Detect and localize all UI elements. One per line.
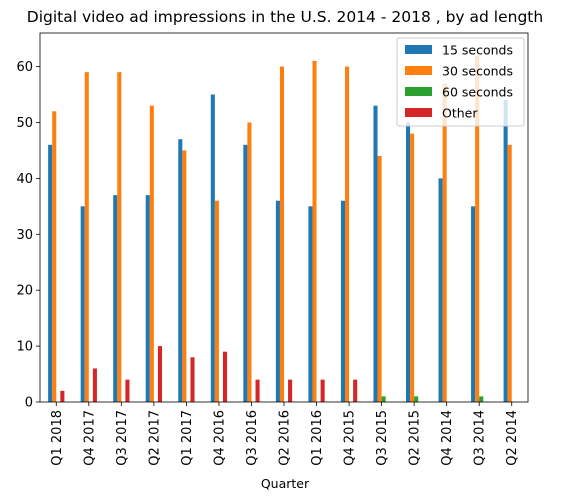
bar-30-seconds-q2-2014	[507, 144, 512, 402]
x-tick-label: Q4 2017	[82, 410, 97, 466]
legend-label: 30 seconds	[442, 64, 513, 79]
legend-label: 60 seconds	[442, 85, 513, 100]
bar-other-q1-2018	[60, 390, 65, 402]
bar-other-q3-2017	[125, 379, 130, 402]
bar-30-seconds-q3-2017	[117, 72, 122, 402]
x-tick-label: Q2 2014	[505, 410, 520, 466]
legend-label: Other	[442, 106, 478, 121]
bar-30-seconds-q3-2014	[475, 55, 480, 403]
legend: 15 seconds 30 seconds 60 seconds Other	[396, 37, 525, 127]
bar-15-seconds-q2-2017	[145, 195, 150, 402]
x-tick-label: Q1 2018	[50, 410, 65, 466]
bar-15-seconds-q1-2018	[48, 144, 53, 402]
chart-title: Digital video ad impressions in the U.S.…	[27, 8, 543, 26]
bar-30-seconds-q3-2016	[247, 122, 252, 402]
bar-other-q3-2016	[255, 379, 260, 402]
x-tick-label: Q4 2016	[212, 410, 227, 466]
bar-15-seconds-q3-2014	[471, 206, 476, 402]
x-tick-label: Q3 2015	[375, 410, 390, 466]
y-tick-label: 30	[16, 228, 33, 243]
bar-30-seconds-q1-2016	[312, 60, 317, 402]
bar-other-q2-2017	[157, 346, 162, 402]
legend-swatch	[405, 87, 432, 96]
bar-30-seconds-q2-2015	[410, 133, 415, 402]
y-tick-label: 40	[16, 172, 33, 187]
bar-other-q1-2016	[320, 379, 325, 402]
legend-swatch	[405, 66, 432, 75]
x-tick-label: Q3 2014	[473, 410, 488, 466]
bar-30-seconds-q1-2017	[182, 150, 187, 402]
bar-15-seconds-q3-2016	[243, 144, 248, 402]
bar-60-seconds-q3-2015	[381, 396, 386, 402]
bar-60-seconds-q2-2015	[414, 396, 419, 402]
y-tick-label: 10	[16, 340, 33, 355]
bar-15-seconds-q2-2016	[275, 200, 280, 402]
bar-30-seconds-q3-2015	[377, 156, 382, 402]
bar-30-seconds-q2-2016	[279, 66, 284, 403]
bar-15-seconds-q2-2014	[503, 100, 508, 402]
legend-swatch	[405, 108, 432, 117]
bar-30-seconds-q1-2018	[52, 111, 57, 403]
bar-other-q1-2017	[190, 357, 195, 402]
x-tick-label: Q2 2017	[147, 410, 162, 466]
x-axis-label: Quarter	[261, 476, 310, 491]
x-tick-label: Q2 2015	[408, 410, 423, 466]
bar-30-seconds-q4-2014	[442, 83, 447, 402]
legend-box	[396, 37, 525, 127]
bar-15-seconds-q1-2016	[308, 206, 313, 402]
bar-other-q2-2016	[288, 379, 293, 402]
plot-area: 0 10 20 30 40 50 60 Q1 2018 Q4 2017 Q3 2017 Q2 201…	[16, 32, 529, 466]
y-tick-label: 50	[16, 116, 33, 131]
bar-15-seconds-q4-2015	[340, 200, 345, 402]
bar-other-q4-2015	[353, 379, 358, 402]
bar-30-seconds-q2-2017	[149, 105, 154, 403]
x-tick-label: Q1 2016	[310, 410, 325, 466]
bar-15-seconds-q3-2017	[113, 195, 118, 402]
x-tick-label: Q4 2015	[343, 410, 358, 466]
bar-30-seconds-q4-2015	[345, 66, 350, 403]
x-tick-label: Q3 2016	[245, 410, 260, 466]
bar-15-seconds-q3-2015	[373, 105, 378, 403]
bar-15-seconds-q4-2014	[438, 178, 443, 402]
legend-swatch	[405, 45, 432, 54]
y-tick-label: 0	[25, 396, 33, 411]
bar-30-seconds-q4-2016	[214, 200, 219, 402]
x-tick-label: Q4 2014	[440, 410, 455, 466]
bar-60-seconds-q3-2014	[479, 396, 484, 402]
bar-15-seconds-q4-2016	[210, 94, 215, 402]
bar-other-q4-2016	[223, 351, 228, 402]
x-tick-label: Q2 2016	[278, 410, 293, 466]
x-tick-label: Q1 2017	[180, 410, 195, 466]
y-tick-label: 20	[16, 284, 33, 299]
bar-15-seconds-q1-2017	[178, 139, 183, 403]
bar-15-seconds-q2-2015	[406, 122, 411, 402]
legend-label: 15 seconds	[442, 43, 513, 58]
bar-other-q4-2017	[92, 368, 97, 402]
y-tick-label: 60	[16, 60, 33, 75]
bar-30-seconds-q4-2017	[84, 72, 89, 402]
bar-15-seconds-q4-2017	[80, 206, 85, 402]
x-tick-label: Q3 2017	[115, 410, 130, 466]
